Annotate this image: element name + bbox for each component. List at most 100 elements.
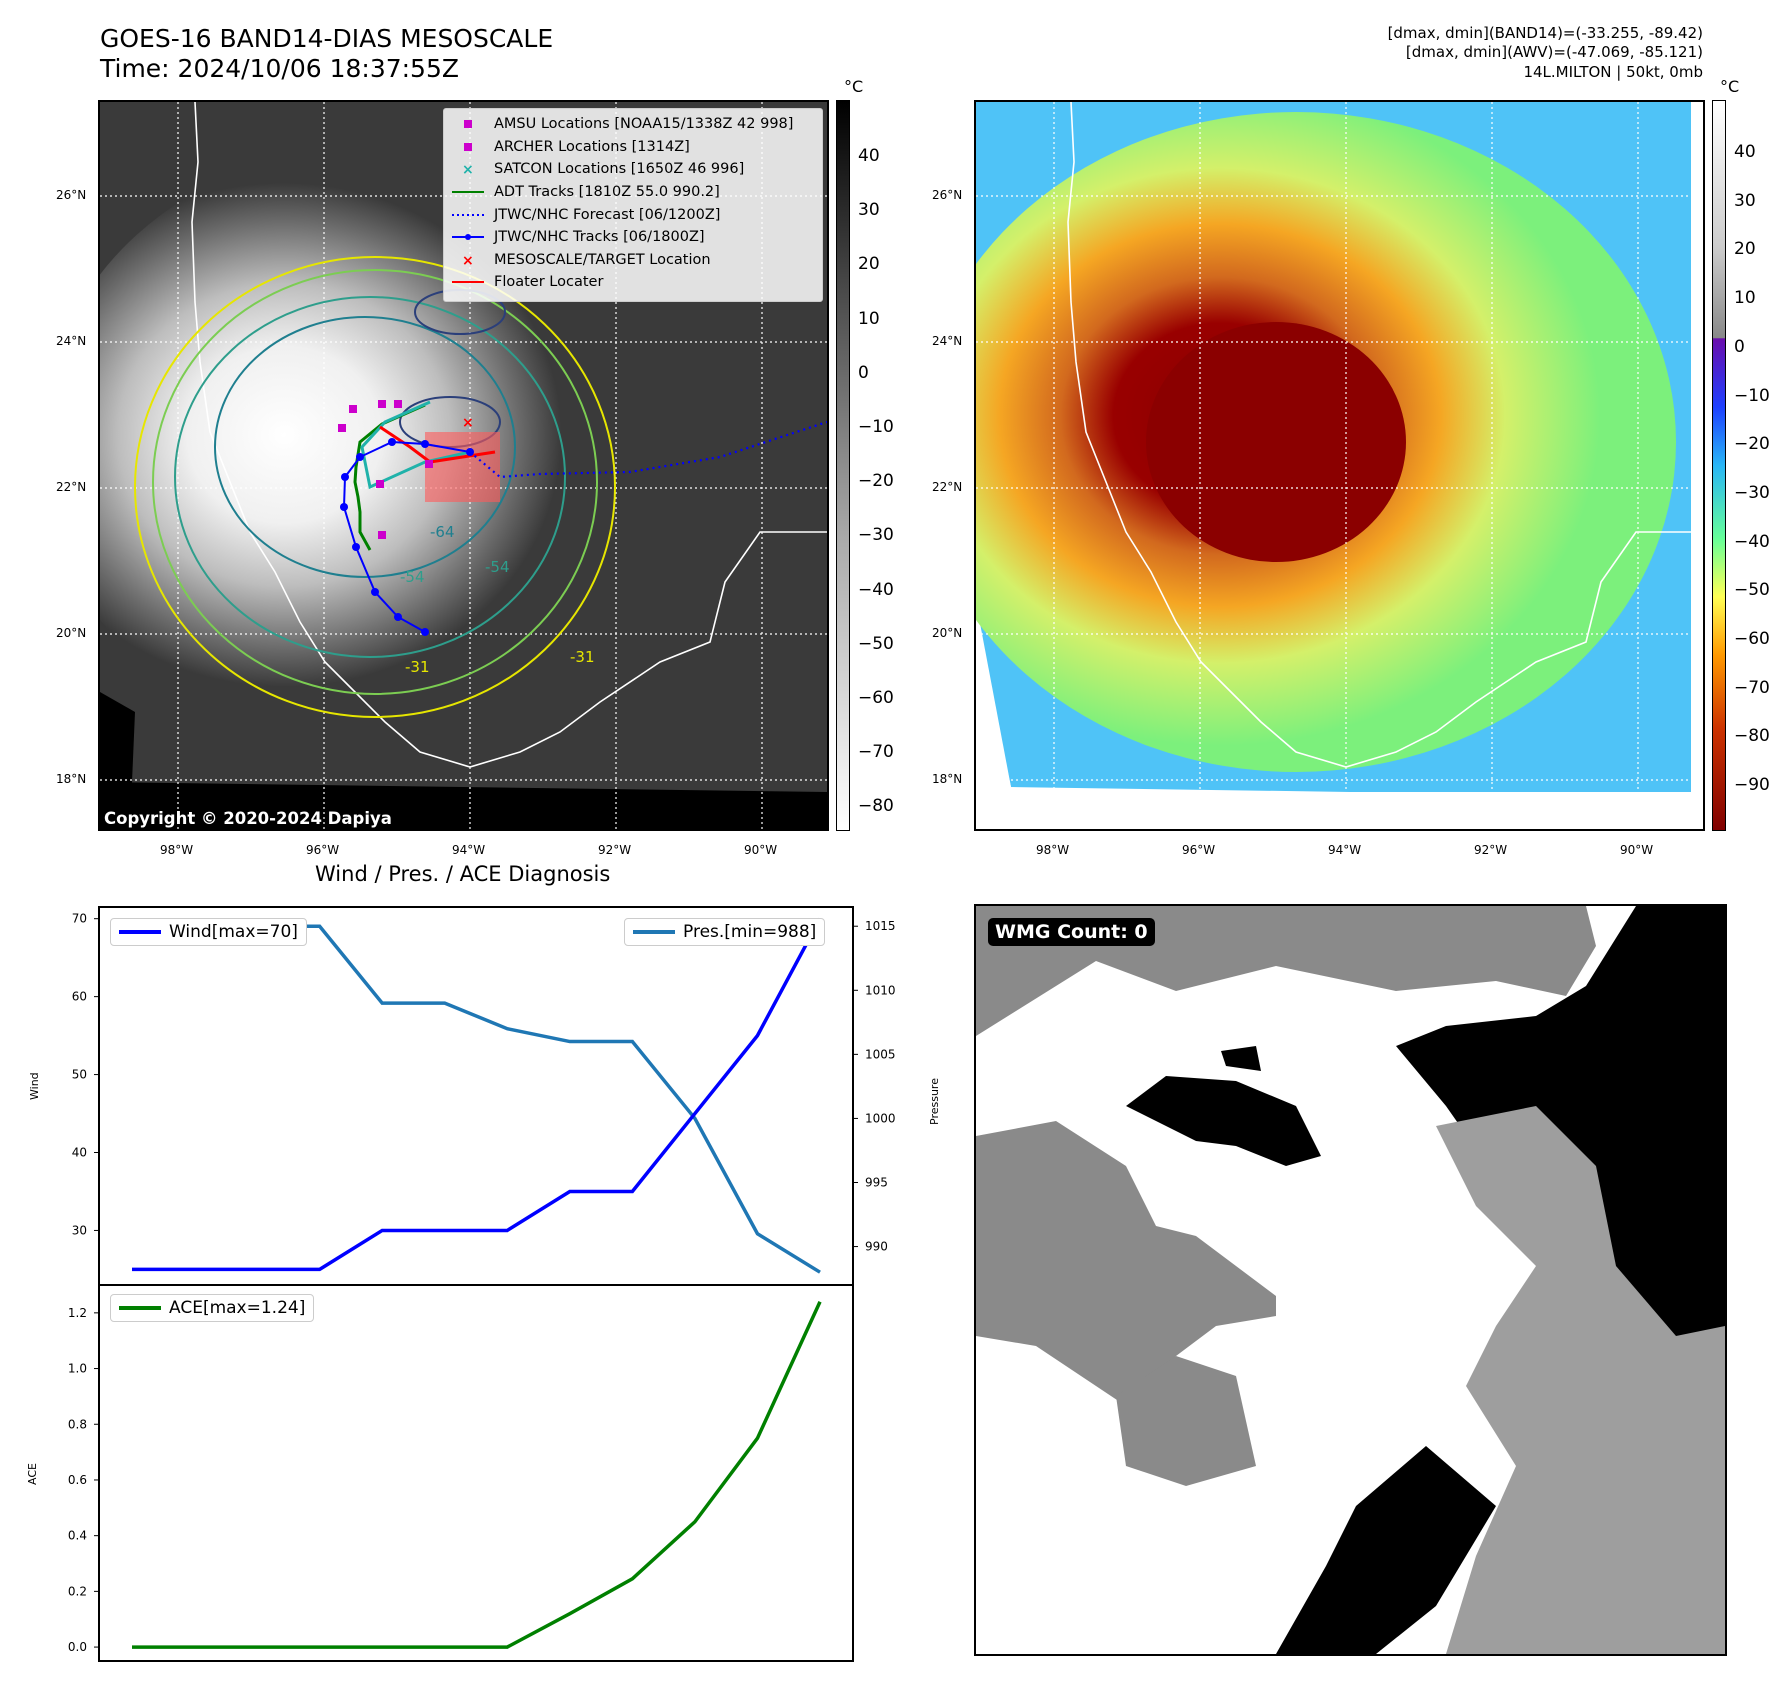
pres-axis-label: Pressure [928,1078,941,1125]
ace-legend: ACE[max=1.24] [110,1294,315,1322]
lat-label: 26°N [932,188,963,202]
contour-label: -54 [485,558,510,576]
lon-label: 90°W [744,843,778,857]
ace-axis-label: ACE [26,1463,39,1485]
contour-label: -54 [400,568,425,586]
colorbar-tick-label: −10 [858,417,894,437]
lat-label: 22°N [56,480,87,494]
ace-frame [98,1284,854,1662]
lat-label: 24°N [56,334,87,348]
legend-symbol-icon [450,118,486,130]
lat-label: 18°N [932,772,963,786]
info-awv: [dmax, dmin](AWV)=(-47.069, -85.121) [1405,43,1703,61]
legend-label: JTWC/NHC Forecast [06/1200Z] [494,206,721,223]
colorbar-tick-label: 0 [858,362,869,383]
colorbar-tick-label: −90 [1734,775,1770,796]
colorbar-tick-label: −60 [858,688,894,708]
lon-label: 98°W [1036,843,1070,857]
contour-label: -31 [405,658,430,676]
wmg-panel: WMG Count: 0 [974,904,1727,1656]
wind-tick-label: 30 [72,1223,87,1237]
colorbar-tick-label: 40 [1734,142,1756,162]
lon-label: 94°W [1328,843,1362,857]
colorbar-tick-label: 20 [1734,239,1756,260]
pres-tick-label: 995 [865,1175,888,1189]
lon-label: 96°W [306,843,340,857]
lon-label: 92°W [1474,843,1508,857]
svg-text:×: × [462,254,474,266]
ace-tick-label: 0.4 [68,1529,87,1543]
colorbar-tick-label: −50 [1734,580,1770,601]
copyright: Copyright © 2020-2024 Dapiya [104,809,392,828]
figure-time: Time: 2024/10/06 18:37:55Z [100,54,459,83]
legend-symbol-icon: × [450,254,486,266]
legend-symbol-icon [450,276,486,288]
pres-tick-label: 1005 [865,1047,896,1061]
pres-legend-label: Pres.[min=988] [683,922,817,942]
legend-item: AMSU Locations [NOAA15/1338Z 42 998] [450,113,816,136]
lat-label: 24°N [932,334,963,348]
colorbar-tick-label: −50 [858,633,894,654]
pres-tick-label: 1010 [865,983,896,997]
wind-tick-label: 40 [72,1146,87,1160]
awv-map-canvas [976,102,1703,829]
info-band14: [dmax, dmin](BAND14)=(-33.255, -89.42) [1387,24,1703,42]
wind-legend-label: Wind[max=70] [169,922,298,942]
legend-item: × SATCON Locations [1650Z 46 996] [450,158,816,181]
legend-symbol-icon [450,209,486,221]
colorbar-tick-label: −70 [1734,677,1770,698]
info-storm: 14L.MILTON | 50kt, 0mb [1523,63,1703,81]
diagnosis-title: Wind / Pres. / ACE Diagnosis [315,862,611,886]
pres-tick-label: 990 [865,1240,888,1254]
legend-symbol-icon [450,141,486,153]
legend-symbol-icon: × [450,163,486,175]
legend-item: ADT Tracks [1810Z 55.0 990.2] [450,181,816,204]
band14-colorbar [836,100,850,831]
legend-item: JTWC/NHC Tracks [06/1800Z] [450,226,816,249]
pres-legend: Pres.[min=988] [624,918,826,946]
ace-tick-label: 1.2 [68,1306,87,1320]
lat-label: 26°N [56,188,87,202]
colorbar-tick-label: 10 [1734,288,1756,309]
colorbar-tick-label: 40 [858,146,880,166]
pres-legend-line [633,930,675,934]
legend-label: AMSU Locations [NOAA15/1338Z 42 998] [494,116,794,133]
wind-pressure-frame [98,906,854,1286]
lat-label: 20°N [56,626,87,640]
wind-legend: Wind[max=70] [110,918,307,946]
legend-item: ARCHER Locations [1314Z] [450,136,816,159]
wmg-canvas [976,906,1725,1654]
lat-label: 18°N [56,772,87,786]
lon-label: 90°W [1620,843,1654,857]
colorbar-tick-label: 20 [858,254,880,275]
legend-item: JTWC/NHC Forecast [06/1200Z] [450,203,816,226]
band14-map: × -64 -54 -31 -31 -54 AMSU Locations [NO… [98,100,829,831]
colorbar-tick-label: 30 [1734,190,1756,211]
wind-axis-label: Wind [28,1072,41,1100]
ace-legend-label: ACE[max=1.24] [169,1298,306,1318]
colorbar-tick-label: −20 [858,471,894,492]
colorbar-tick-label: 30 [858,200,880,221]
colorbar-tick-label: −30 [1734,482,1770,503]
colorbar1-unit: °C [844,77,864,96]
ace-tick-label: 0.6 [68,1473,87,1487]
wind-tick-label: 50 [72,1068,87,1082]
legend-label: SATCON Locations [1650Z 46 996] [494,161,745,178]
wind-tick-label: 70 [72,912,87,926]
legend-label: Floater Locater [494,274,604,291]
legend-label: JTWC/NHC Tracks [06/1800Z] [494,229,705,246]
wind-tick-label: 60 [72,990,87,1004]
wmg-count: WMG Count: 0 [988,918,1155,946]
awv-colorbar [1712,100,1726,831]
pres-tick-label: 1015 [865,919,896,933]
legend-label: ARCHER Locations [1314Z] [494,138,690,155]
colorbar-tick-label: −80 [858,796,894,817]
colorbar-tick-label: −80 [1734,726,1770,747]
colorbar2-unit: °C [1720,77,1740,96]
colorbar-tick-label: −60 [1734,629,1770,649]
colorbar-tick-label: −20 [1734,434,1770,455]
lon-label: 94°W [452,843,486,857]
lon-label: 96°W [1182,843,1216,857]
lon-label: 92°W [598,843,632,857]
legend-label: MESOSCALE/TARGET Location [494,251,711,268]
